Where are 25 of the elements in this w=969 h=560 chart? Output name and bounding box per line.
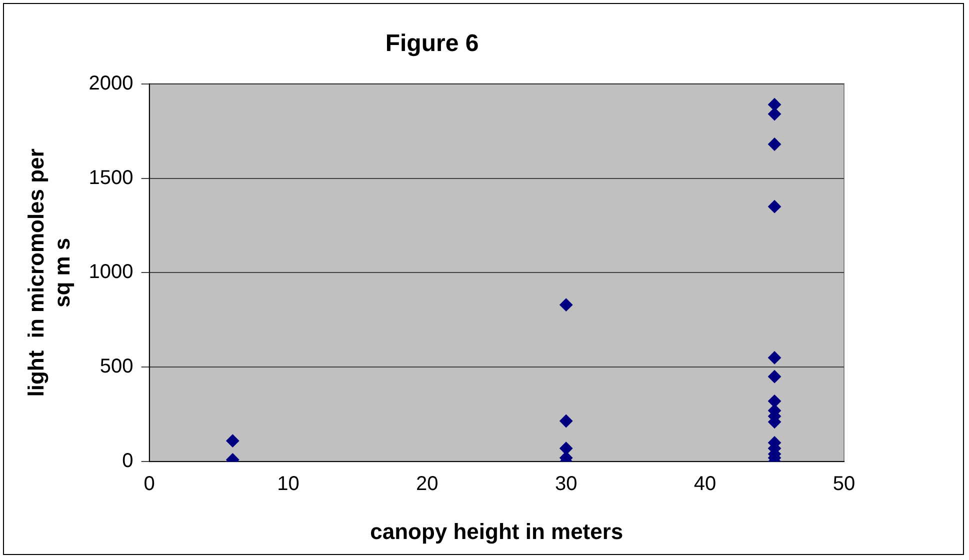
- x-tick-label: 10: [277, 473, 300, 496]
- x-tick-label: 30: [554, 473, 578, 496]
- chart-title: Figure 6: [385, 30, 479, 58]
- y-axis-title: light in micromoles per sq m s: [23, 148, 75, 397]
- y-tick-label: 2000: [88, 72, 134, 94]
- y-tick-label: 1500: [88, 166, 134, 189]
- y-tick-label: 500: [100, 356, 134, 378]
- x-tick-label: 50: [832, 473, 856, 496]
- point: [560, 414, 573, 428]
- point: [560, 442, 573, 455]
- point: [560, 298, 573, 312]
- y-tick-label: 0: [122, 450, 134, 472]
- point: [226, 434, 240, 448]
- point: [768, 351, 782, 364]
- x-tick-label: 0: [144, 473, 155, 496]
- point: [768, 394, 782, 408]
- x-tick-label: 40: [694, 473, 716, 496]
- x-tick-label: 20: [416, 473, 438, 496]
- point: [768, 108, 782, 121]
- y-tick-label: 1000: [88, 261, 134, 284]
- point: [768, 370, 782, 384]
- point: [768, 98, 782, 112]
- x-axis-title: canopy height in meters: [370, 518, 624, 544]
- point: [768, 200, 782, 214]
- point: [768, 138, 782, 151]
